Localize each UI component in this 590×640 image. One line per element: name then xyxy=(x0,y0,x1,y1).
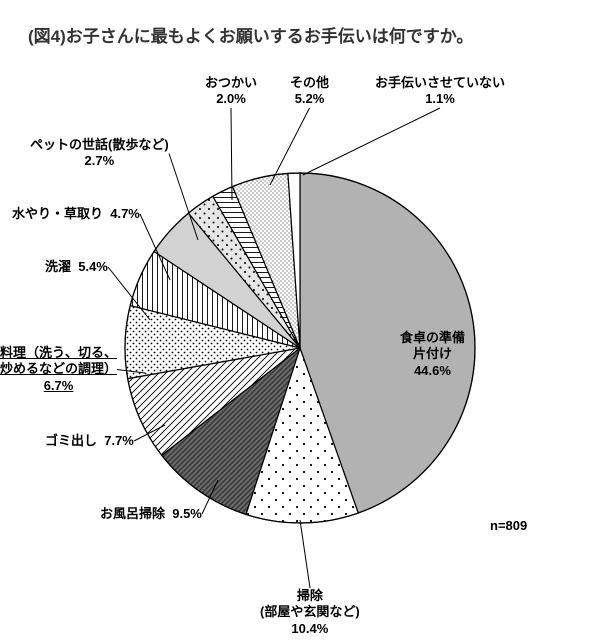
chart-title: (図4)お子さんに最もよくお願いするお手伝いは何ですか。 xyxy=(28,22,473,47)
leader-line xyxy=(300,520,310,588)
slice-label: ゴミ出し 7.7% xyxy=(45,433,134,449)
slice-label: 掃除 (部屋や玄関など) 10.4% xyxy=(260,588,360,637)
slice-label: その他 5.2% xyxy=(290,75,329,108)
slice-label: ペットの世話(散歩など) 2.7% xyxy=(30,137,169,170)
slice-label: 洗濯 5.4% xyxy=(45,259,108,275)
slice-label: 料理（洗う、切る、 炒めるなどの調理） 6.7% xyxy=(0,345,117,394)
sample-size-label: n=809 xyxy=(490,518,527,534)
leader-line xyxy=(231,108,232,200)
slice-label: おつかい 2.0% xyxy=(205,75,257,108)
slice-label: お風呂掃除 9.5% xyxy=(100,506,202,522)
slice-label: 食卓の準備 片付け 44.6% xyxy=(400,330,465,379)
slice-label: お手伝いさせていない 1.1% xyxy=(375,75,505,108)
slice-label: 水やり・草取り 4.7% xyxy=(12,206,140,222)
leader-line xyxy=(303,108,440,175)
